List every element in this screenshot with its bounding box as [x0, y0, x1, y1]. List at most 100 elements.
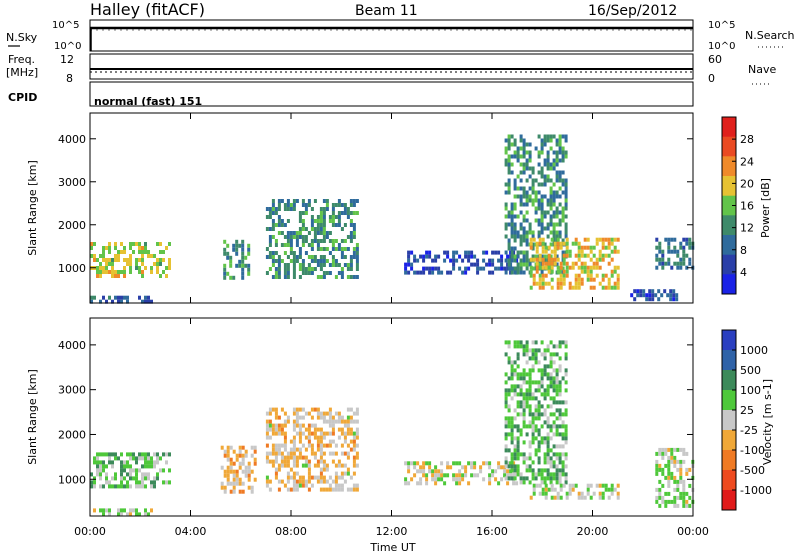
freq-unit: [MHz] — [6, 66, 38, 79]
power-panel: 1000 2000 3000 4000 Slant Range [km] — [26, 112, 695, 304]
power-colorbar-label: Power [dB] — [759, 178, 772, 238]
colorbar-swatch — [722, 330, 736, 351]
colorbar-swatch — [722, 235, 736, 256]
colorbar-tick-label: 12 — [740, 222, 754, 235]
x-axis-ticks: 00:00 04:00 08:00 12:00 16:00 20:00 00:00 — [74, 113, 709, 538]
colorbar-tick-label: 25 — [740, 404, 754, 417]
velocity-echo-region — [529, 483, 620, 500]
x-tick-label: 12:00 — [376, 525, 408, 538]
colorbar-tick-label: 20 — [740, 177, 754, 190]
velocity-echo-region — [404, 461, 519, 486]
colorbar-tick-label: -25 — [740, 424, 758, 437]
colorbar-tick-label: -100 — [740, 444, 765, 457]
colorbar-tick-label: 500 — [740, 364, 761, 377]
colorbar-swatch — [722, 195, 736, 216]
x-tick-label: 00:00 — [677, 525, 709, 538]
velocity-data-layer — [90, 340, 695, 517]
colorbar-tick-label: 16 — [740, 200, 754, 213]
y-tick-label: 3000 — [58, 384, 86, 397]
y-tick-label: 4000 — [58, 133, 86, 146]
nsky-label: N.Sky — [6, 31, 38, 44]
velocity-panel: 1000 2000 3000 4000 Slant Range [km] — [26, 317, 695, 517]
colorbar-swatch — [722, 254, 736, 275]
power-ylabel: Slant Range [km] — [26, 160, 39, 256]
power-echo-region — [529, 237, 620, 290]
colorbar-swatch — [722, 490, 736, 511]
velocity-y-ticks: 1000 2000 3000 4000 — [58, 339, 693, 486]
velocity-echo-region — [90, 452, 171, 489]
x-tick-label: 00:00 — [74, 525, 106, 538]
colorbar-tick-label: 8 — [740, 244, 747, 257]
power-echo-region — [265, 199, 359, 279]
velocity-echo-region — [265, 407, 359, 492]
y-tick-label: 1000 — [58, 262, 86, 275]
colorbar-tick-label: 4 — [740, 266, 747, 279]
power-echo-region — [404, 250, 519, 275]
colorbar-swatch — [722, 136, 736, 157]
nave-tick-high: 60 — [708, 53, 722, 66]
velocity-colorbar: 1000 500 100 25 -25 -100 -500 -1000 — [721, 329, 772, 511]
power-echo-region — [90, 295, 153, 304]
x-tick-label: 16:00 — [476, 525, 508, 538]
colorbar-swatch — [722, 117, 736, 138]
nsky-tick-high: 10^5 — [52, 20, 79, 31]
freq-tick-low: 8 — [66, 72, 73, 85]
colorbar-swatch — [722, 430, 736, 451]
cpid-strip-frame — [89, 81, 694, 107]
freq-strip-frame — [89, 53, 694, 80]
y-tick-label: 4000 — [58, 339, 86, 352]
colorbar-tick-label: -1000 — [740, 484, 772, 497]
velocity-echo-region — [93, 508, 153, 517]
nsearch-tick-high: 10^5 — [708, 20, 735, 31]
colorbar-swatch — [722, 370, 736, 391]
colorbar-swatch — [722, 176, 736, 197]
x-tick-label: 04:00 — [175, 525, 207, 538]
beam-title: Beam 11 — [355, 3, 418, 19]
y-tick-label: 2000 — [58, 219, 86, 232]
power-data-layer — [90, 134, 695, 304]
freq-label: Freq. — [8, 53, 35, 66]
velocity-echo-region — [655, 447, 695, 508]
colorbar-swatch — [722, 390, 736, 411]
colorbar-tick-label: 24 — [740, 155, 754, 168]
cpid-text: normal (fast) 151 — [94, 95, 202, 108]
y-tick-label: 2000 — [58, 428, 86, 441]
x-tick-label: 20:00 — [577, 525, 609, 538]
power-echo-region — [90, 242, 171, 278]
colorbar-swatch — [722, 410, 736, 431]
colorbar-tick-label: 28 — [740, 133, 754, 146]
power-echo-region — [223, 239, 251, 280]
colorbar-tick-label: -500 — [740, 464, 765, 477]
colorbar-swatch — [722, 274, 736, 295]
station-title: Halley (fitACF) — [90, 0, 205, 19]
nsky-strip-frame — [89, 19, 694, 52]
nsearch-label: N.Search — [745, 29, 795, 42]
y-tick-label: 1000 — [58, 473, 86, 486]
velocity-ylabel: Slant Range [km] — [26, 369, 39, 465]
nsky-tick-low: 10^0 — [54, 41, 81, 52]
nave-label: Nave — [748, 63, 776, 76]
colorbar-swatch — [722, 470, 736, 491]
velocity-echo-region — [504, 340, 568, 485]
colorbar-tick-label: 100 — [740, 384, 761, 397]
colorbar-swatch — [722, 156, 736, 177]
cpid-label: CPID — [8, 91, 37, 104]
colorbar-swatch — [722, 350, 736, 371]
power-colorbar: 28 24 20 16 12 8 4 — [721, 116, 754, 295]
nsearch-tick-low: 10^0 — [708, 41, 735, 52]
colorbar-swatch — [722, 215, 736, 236]
colorbar-tick-label: 1000 — [740, 344, 768, 357]
power-echo-region — [655, 237, 695, 270]
x-tick-label: 08:00 — [275, 525, 307, 538]
x-axis-label: Time UT — [369, 541, 415, 554]
y-tick-label: 3000 — [58, 176, 86, 189]
velocity-echo-region — [220, 445, 257, 494]
power-y-ticks: 1000 2000 3000 4000 — [58, 133, 693, 275]
power-echo-region — [630, 289, 679, 302]
freq-tick-high: 12 — [60, 53, 74, 66]
nave-tick-low: 0 — [708, 72, 715, 85]
date-title: 16/Sep/2012 — [588, 3, 677, 19]
colorbar-swatch — [722, 450, 736, 471]
